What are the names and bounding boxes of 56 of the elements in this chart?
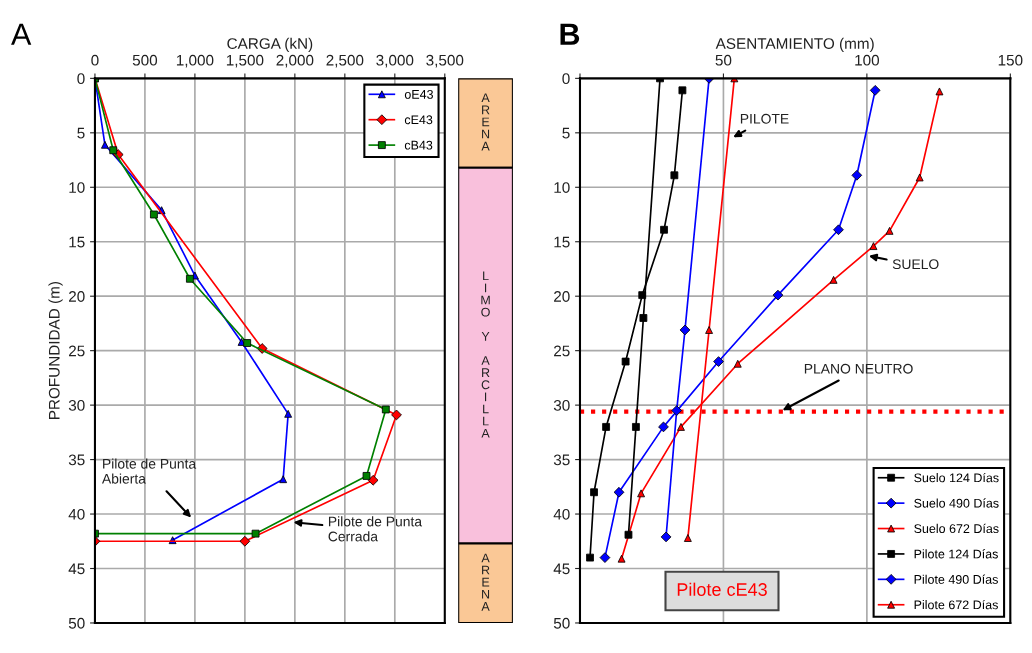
legend-label: Suelo 490 Días	[914, 498, 999, 508]
y-tick-label: 5	[562, 127, 570, 139]
y-tick-label: 30	[553, 399, 570, 411]
y-tick-label: 25	[554, 345, 570, 357]
y-tick-label: 45	[553, 563, 570, 575]
text: LIMO Y ARCILLA	[481, 271, 490, 438]
x-tick-label: 2,500	[326, 54, 364, 68]
legend-label: cB43	[404, 140, 433, 150]
y-tick-label: 50	[68, 617, 85, 629]
x-tick-label: 50	[715, 54, 732, 66]
x-tick-label: 150	[998, 54, 1023, 66]
legend-label: Suelo 672 Días	[914, 523, 999, 534]
legend-label: Pilote 490 Días	[914, 574, 998, 584]
series-label: ARENA	[481, 93, 490, 151]
y-tick-label: 35	[553, 454, 570, 466]
y-tick-label: 5	[77, 127, 85, 139]
y-tick-label: 50	[553, 617, 570, 629]
y-tick-label: 20	[554, 291, 570, 302]
y-tick-label: 0	[77, 73, 85, 85]
y-tick-label: 15	[554, 236, 570, 248]
ref-line-label: PLANO NEUTRO	[804, 363, 913, 374]
y-tick-label: 40	[553, 508, 570, 520]
y-tick-label: 40	[68, 508, 85, 520]
annotation: Pilote de Punta Abierta	[101, 458, 197, 484]
y-tick-label: 45	[68, 563, 85, 575]
y-tick-label: 25	[69, 345, 85, 357]
chart-title: B	[560, 23, 580, 45]
x-tick-label: 1,500	[226, 54, 264, 68]
x-tick-label: 3,000	[376, 54, 414, 68]
x-tick-label: 1,000	[176, 54, 214, 68]
legend-label: Pilote 124 Días	[914, 549, 998, 559]
legend-label: cE43	[404, 115, 433, 125]
x-tick-label: 0	[91, 54, 99, 66]
annotation: SUELO	[892, 259, 939, 270]
x-axis-title: CARGA (kN)	[227, 37, 313, 52]
y-tick-label: 30	[68, 399, 85, 411]
series-label: ARENA	[481, 553, 490, 611]
x-tick-label: 3,500	[426, 54, 464, 68]
legend-label: oE43	[404, 89, 433, 99]
x-tick-label: 500	[132, 54, 158, 66]
y-tick-label: 20	[69, 291, 85, 302]
y-tick-label: 10	[554, 182, 570, 193]
y-axis-title: PROFUNDIDAD (m)	[48, 282, 63, 419]
x-tick-label: 2,000	[276, 54, 314, 68]
y-tick-label: 10	[69, 182, 85, 193]
annotation: PILOTE	[740, 113, 789, 124]
legend-label: Suelo 124 Días	[914, 472, 999, 483]
y-tick-label: 0	[562, 73, 570, 85]
legend-label: Pilote 672 Días	[914, 599, 998, 610]
x-axis-title: ASENTAMIENTO (mm)	[715, 37, 874, 52]
annotation: Pilote de Punta Cerrada	[328, 516, 423, 542]
chart-title: A	[11, 23, 32, 45]
annotation: Pilote cE43	[677, 582, 767, 596]
x-tick-label: 100	[855, 54, 880, 66]
y-tick-label: 15	[69, 236, 85, 248]
y-tick-label: 35	[68, 454, 85, 466]
